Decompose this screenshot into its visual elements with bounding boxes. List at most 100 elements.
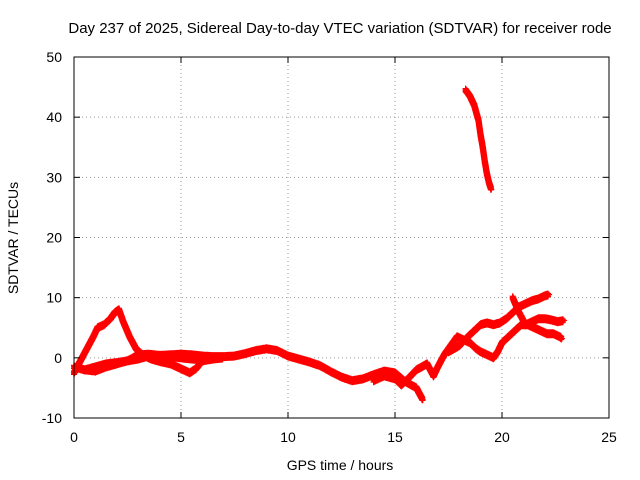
data-point (210, 354, 217, 361)
data-point (505, 333, 512, 340)
chart-title: Day 237 of 2025, Sidereal Day-to-day VTE… (68, 20, 611, 37)
data-point (295, 356, 302, 363)
data-point (398, 381, 405, 388)
series-track-f-right (509, 293, 568, 330)
data-point (392, 375, 398, 382)
data-point (558, 335, 565, 342)
data-point (528, 318, 535, 325)
data-point (413, 366, 420, 373)
data-point (537, 327, 544, 334)
data-point (135, 351, 142, 358)
y-tick-label: 50 (46, 49, 62, 65)
data-point (464, 333, 471, 340)
data-point (528, 297, 535, 304)
data-point (77, 357, 84, 364)
data-point (111, 309, 118, 316)
data-point (541, 292, 548, 299)
x-tick-label: 5 (177, 429, 185, 445)
data-point (484, 319, 491, 326)
series-band (370, 320, 565, 390)
data-point (434, 363, 441, 370)
x-tick-label: 10 (280, 429, 296, 445)
data-point (441, 351, 448, 358)
data-point (252, 347, 259, 354)
data-point (535, 295, 542, 302)
data-point (107, 315, 114, 322)
data-point (115, 306, 122, 313)
data-point (178, 354, 184, 361)
data-point (531, 324, 538, 331)
data-point (419, 396, 426, 403)
data-point (496, 319, 503, 326)
data-point (94, 324, 101, 331)
data-point (381, 372, 388, 379)
data-point (471, 327, 478, 334)
y-axis-ticks: -10 0 10 20 30 40 50 (42, 49, 609, 426)
x-tick-label: 15 (387, 429, 403, 445)
data-point (188, 356, 195, 363)
data-point (359, 375, 366, 382)
data-point (231, 353, 238, 360)
y-axis-label: SDTVAR / TECUs (5, 182, 21, 294)
data-point (103, 363, 110, 370)
y-tick-label: -10 (42, 410, 62, 426)
data-point (477, 348, 484, 355)
data-point (126, 333, 133, 340)
data-point (124, 357, 131, 364)
data-point (541, 315, 548, 322)
data-point (462, 87, 469, 94)
x-axis-label: GPS time / hours (287, 457, 394, 473)
series-track-e-upper (445, 290, 553, 357)
series-track-a-low (71, 344, 426, 404)
series-track-c-mid (81, 349, 217, 376)
data-point (466, 339, 473, 346)
data-point (494, 348, 501, 355)
data-point (522, 321, 529, 328)
data-point (285, 353, 291, 360)
data-point (133, 345, 140, 352)
data-point (338, 374, 345, 381)
data-point (511, 327, 518, 334)
data-point (413, 384, 420, 391)
data-point (503, 315, 510, 322)
data-point (263, 345, 270, 352)
data-point (548, 316, 555, 323)
data-point (481, 159, 488, 166)
data-point (404, 375, 411, 382)
y-tick-label: 10 (46, 290, 62, 306)
data-point (546, 291, 553, 298)
y-tick-label: 40 (46, 109, 62, 125)
y-tick-label: 30 (46, 169, 62, 185)
data-point (120, 318, 127, 325)
data-point (430, 372, 437, 379)
data-point (445, 348, 452, 355)
data-point (167, 353, 174, 360)
data-point (561, 317, 568, 324)
data-point (83, 345, 90, 352)
data-point (424, 360, 431, 367)
data-point (509, 294, 516, 301)
data-point (349, 377, 356, 384)
data-point (306, 359, 313, 366)
data-point (479, 144, 486, 151)
data-point (488, 186, 495, 193)
x-tick-label: 25 (601, 429, 617, 445)
series-track-d-rise (370, 320, 565, 390)
series-band (462, 85, 494, 193)
data-point (486, 180, 493, 187)
y-tick-label: 20 (46, 230, 62, 246)
data-point (145, 351, 152, 358)
data-point (473, 345, 480, 352)
data-point (550, 330, 557, 337)
data-point (113, 360, 120, 367)
data-point (186, 369, 193, 376)
data-point (477, 321, 484, 328)
series-track-g-high (462, 85, 495, 193)
data-marks (71, 85, 568, 404)
data-point (167, 360, 174, 367)
data-point (490, 321, 497, 328)
data-point (100, 321, 107, 328)
data-point (81, 366, 88, 373)
data-point (327, 368, 334, 375)
